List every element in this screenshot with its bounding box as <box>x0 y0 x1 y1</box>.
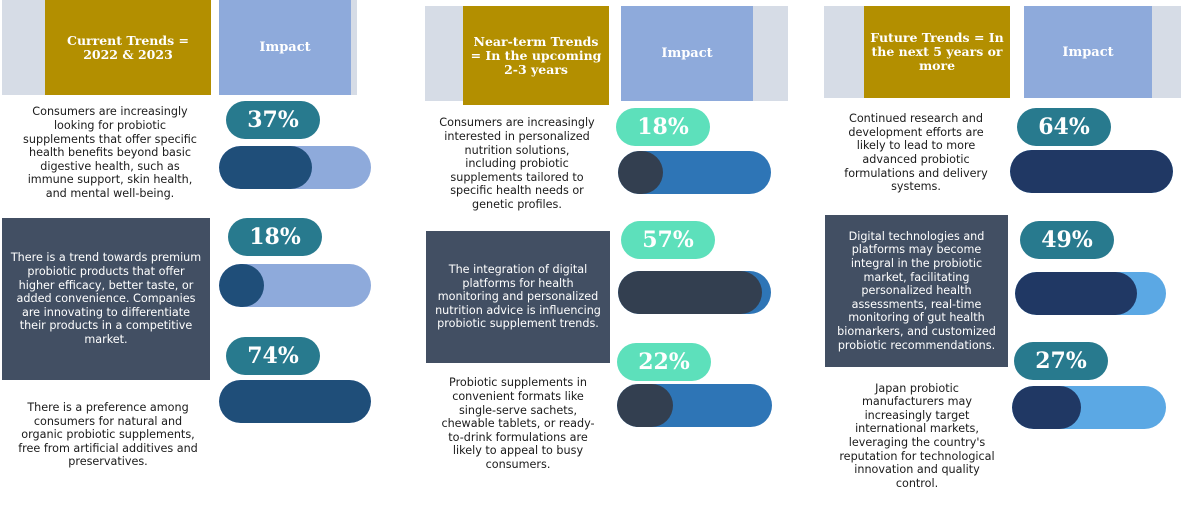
impact-percent: 27% <box>1014 342 1108 380</box>
trend-description: There is a trend towards premium probiot… <box>2 218 210 380</box>
impact-bar <box>1015 272 1166 315</box>
trend-description: Probiotic supplements in convenient form… <box>441 376 595 471</box>
impact-percent: 18% <box>616 108 710 146</box>
impact-bar <box>617 384 772 427</box>
header-gap <box>609 6 621 101</box>
impact-header: Impact <box>1024 6 1152 98</box>
impact-percent: 57% <box>621 221 715 259</box>
impact-bar-fill <box>1015 272 1137 315</box>
impact-bar <box>618 271 771 314</box>
impact-bar <box>1012 386 1166 429</box>
trend-description: There is a preference among consumers fo… <box>18 401 198 469</box>
impact-percent: 64% <box>1017 108 1111 146</box>
impact-bar <box>219 146 371 189</box>
impact-bar-fill <box>618 151 663 194</box>
impact-percent: 22% <box>617 343 711 381</box>
trend-column-future: Future Trends = In the next 5 years or m… <box>824 0 1183 510</box>
impact-bar-fill <box>1012 386 1081 429</box>
column-title: Current Trends = 2022 & 2023 <box>45 0 211 95</box>
trend-column-current: Current Trends = 2022 & 2023 Impact Cons… <box>2 0 371 510</box>
impact-bar <box>219 264 371 307</box>
impact-bar-fill <box>219 264 264 307</box>
impact-bar-fill <box>617 384 673 427</box>
impact-bar-fill <box>219 380 371 423</box>
impact-bar-fill <box>618 271 762 314</box>
impact-bar <box>219 380 371 423</box>
impact-bar-fill <box>219 146 312 189</box>
header-gap <box>1010 6 1024 98</box>
column-title: Near-term Trends = In the upcoming 2-3 y… <box>463 6 609 105</box>
impact-bar <box>1010 150 1173 193</box>
trend-description: Consumers are increasingly looking for p… <box>23 105 197 200</box>
impact-percent: 18% <box>228 218 322 256</box>
trend-description: Japan probiotic manufacturers may increa… <box>839 381 995 490</box>
header-gap <box>211 0 219 95</box>
impact-percent: 37% <box>226 101 320 139</box>
impact-bar <box>618 151 771 194</box>
impact-header: Impact <box>621 6 753 101</box>
trend-description: Digital technologies and platforms may b… <box>825 215 1008 367</box>
trend-description: Continued research and development effor… <box>844 112 988 194</box>
impact-percent: 49% <box>1020 221 1114 259</box>
trend-column-near-term: Near-term Trends = In the upcoming 2-3 y… <box>425 0 788 510</box>
trend-description: The integration of digital platforms for… <box>426 231 610 363</box>
impact-bar-fill <box>1010 150 1173 193</box>
column-title: Future Trends = In the next 5 years or m… <box>864 6 1010 98</box>
trend-description: Consumers are increasingly interested in… <box>439 116 595 211</box>
impact-header: Impact <box>219 0 351 95</box>
impact-percent: 74% <box>226 337 320 375</box>
